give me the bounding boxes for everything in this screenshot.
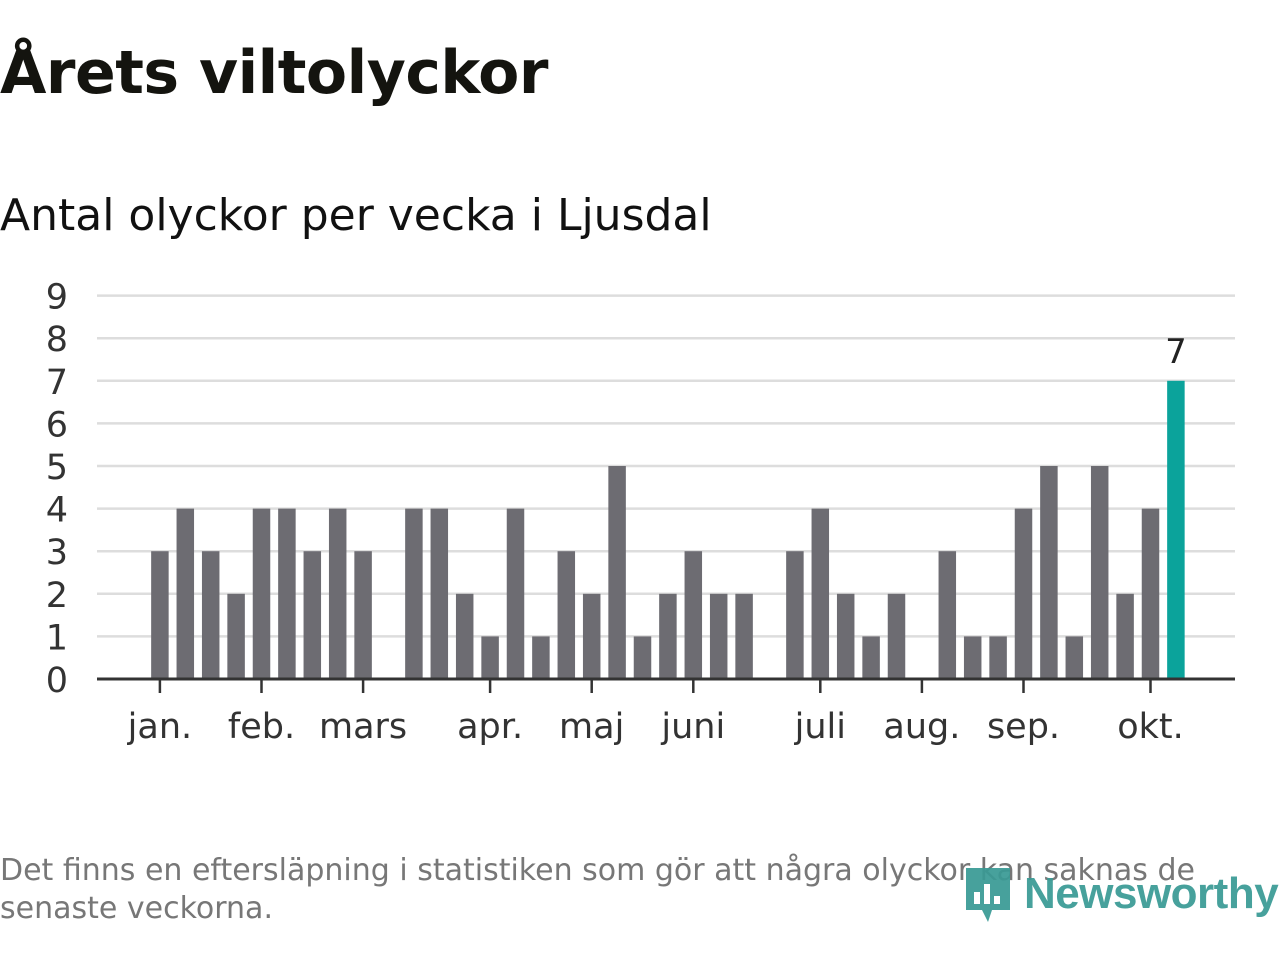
bar	[201, 551, 220, 679]
bar	[684, 551, 703, 679]
bar	[278, 508, 296, 679]
chart-subtitle: Antal olyckor per vecka i Ljusdal	[0, 190, 712, 241]
bar	[735, 593, 753, 679]
bar	[557, 551, 576, 679]
chart-title: Årets viltolyckor	[0, 38, 549, 108]
y-tick-label: 8	[46, 320, 68, 360]
bar	[506, 508, 525, 679]
bar	[887, 593, 906, 679]
bar	[328, 508, 347, 679]
bar	[582, 593, 601, 679]
bar	[938, 551, 957, 679]
x-tick-label: sep.	[987, 707, 1060, 747]
bar	[176, 508, 195, 679]
x-tick-label: juni	[660, 707, 725, 747]
x-tick-label: okt.	[1117, 707, 1184, 747]
bar	[811, 508, 830, 679]
bar	[659, 593, 677, 679]
y-tick-label: 2	[46, 576, 68, 616]
x-axis-ticks: jan. feb. mars apr. maj juni juli aug. sep. okt.	[127, 679, 1184, 747]
newsworthy-logo-icon	[966, 868, 1010, 922]
newsworthy-logo: Newsworthy	[962, 862, 1279, 926]
bar	[989, 636, 1007, 679]
x-tick-label: juli	[794, 707, 846, 747]
bar	[836, 593, 855, 679]
bar	[481, 636, 499, 679]
data-label: 7	[1165, 332, 1187, 372]
bar	[1065, 636, 1084, 679]
bar	[455, 593, 474, 679]
bar	[405, 508, 423, 679]
bar	[252, 508, 271, 679]
bar	[303, 551, 322, 679]
bar	[430, 508, 449, 679]
y-tick-label: 9	[46, 278, 68, 318]
bar	[151, 551, 169, 679]
x-tick-label: feb.	[228, 707, 295, 747]
bar	[608, 466, 626, 679]
x-tick-label: apr.	[457, 707, 523, 747]
x-tick-label: mars	[319, 707, 407, 747]
x-tick-label: jan.	[127, 707, 192, 747]
y-tick-label: 3	[46, 533, 68, 573]
y-tick-label: 7	[46, 363, 68, 403]
y-tick-label: 6	[46, 405, 68, 445]
bar	[786, 551, 804, 679]
bar	[709, 593, 728, 679]
bar	[862, 636, 880, 679]
bar	[1141, 508, 1160, 679]
y-tick-label: 4	[46, 491, 68, 531]
y-tick-label: 1	[46, 618, 68, 658]
bar	[227, 593, 245, 679]
bar	[633, 636, 652, 679]
data-labels: 7	[1165, 332, 1187, 372]
y-tick-label: 5	[46, 448, 68, 488]
bar	[1014, 508, 1033, 679]
x-tick-label: maj	[559, 707, 624, 747]
x-tick-label: aug.	[883, 707, 960, 747]
bar	[1040, 466, 1058, 679]
y-tick-label: 0	[46, 661, 68, 701]
bar	[1090, 466, 1109, 679]
bars	[151, 380, 1185, 679]
bar	[1116, 593, 1134, 679]
bar	[532, 636, 550, 679]
logo-text: Newsworthy	[1024, 869, 1279, 918]
bar	[354, 551, 372, 679]
bar-highlight	[1167, 380, 1185, 679]
bar	[963, 636, 982, 679]
